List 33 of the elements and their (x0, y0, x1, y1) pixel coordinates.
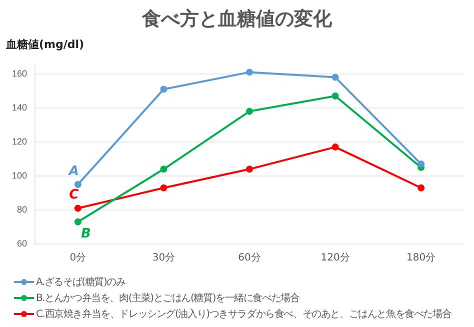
legend-label: B.とんかつ弁当を、肉(主菜)とごはん(糖質)を一緒に食べた場合 (36, 292, 300, 305)
annotation: C (69, 188, 80, 203)
x-tick-label: 30分 (152, 252, 176, 264)
point (74, 180, 82, 188)
point (332, 74, 339, 81)
x-tick-label: 180分 (406, 252, 436, 264)
point (246, 108, 254, 115)
point (418, 184, 425, 192)
point (74, 204, 82, 212)
y-tick-label: 120 (12, 136, 28, 146)
x-tick-label: 0分 (70, 252, 86, 264)
annotation: A (68, 164, 79, 179)
y-tick-label: 60 (17, 238, 28, 248)
point (160, 184, 168, 192)
point (160, 166, 168, 173)
y-axis-title: 血糖値(mg/dl) (6, 37, 84, 52)
annotation: B (80, 226, 91, 242)
legend-label: C.西京焼き弁当を、ドレッシング(油入り)つきサラダから食べ、そのあと、ごはんと魚を食べた場合 (36, 308, 452, 321)
y-tick-label: 80 (17, 204, 28, 214)
point (160, 86, 168, 93)
y-tick-label: 100 (12, 170, 28, 180)
y-tick-label: 160 (12, 68, 28, 78)
x-tick-label: 60分 (238, 252, 261, 264)
y-tick-label: 140 (12, 102, 28, 112)
point (332, 92, 339, 100)
point (418, 160, 425, 168)
point (246, 166, 254, 173)
chart-title: 食べ方と血糖値の変化 (140, 7, 333, 32)
point (332, 144, 339, 151)
legend-label: A.ざるそば(糖質)のみ (36, 276, 126, 289)
point (246, 68, 254, 76)
point (74, 218, 82, 226)
x-tick-label: 120分 (320, 252, 350, 264)
